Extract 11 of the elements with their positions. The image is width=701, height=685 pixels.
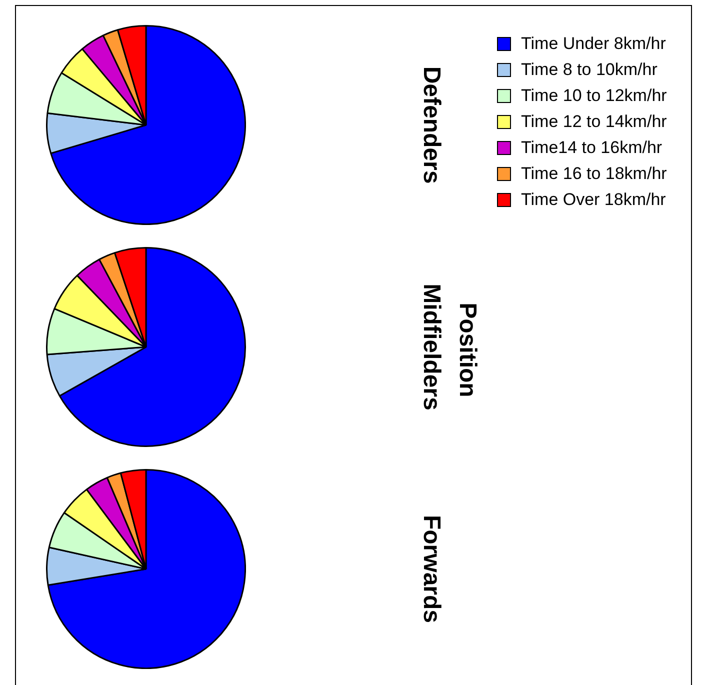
text: Midfielders	[418, 284, 445, 410]
legend-label: Time 10 to 12km/hr	[521, 86, 667, 106]
text: Forwards	[418, 514, 445, 624]
legend-label: Time 8 to 10km/hr	[521, 60, 658, 80]
text: Position	[454, 302, 481, 398]
legend-label: Time Over 18km/hr	[521, 190, 666, 210]
legend-label: Time 12 to 14km/hr	[521, 112, 667, 132]
legend-label: Time Under 8km/hr	[521, 34, 666, 54]
legend-label: Time14 to 16km/hr	[521, 138, 662, 158]
legend-label: Time 16 to 18km/hr	[521, 164, 667, 184]
text: Defenders	[418, 66, 445, 184]
